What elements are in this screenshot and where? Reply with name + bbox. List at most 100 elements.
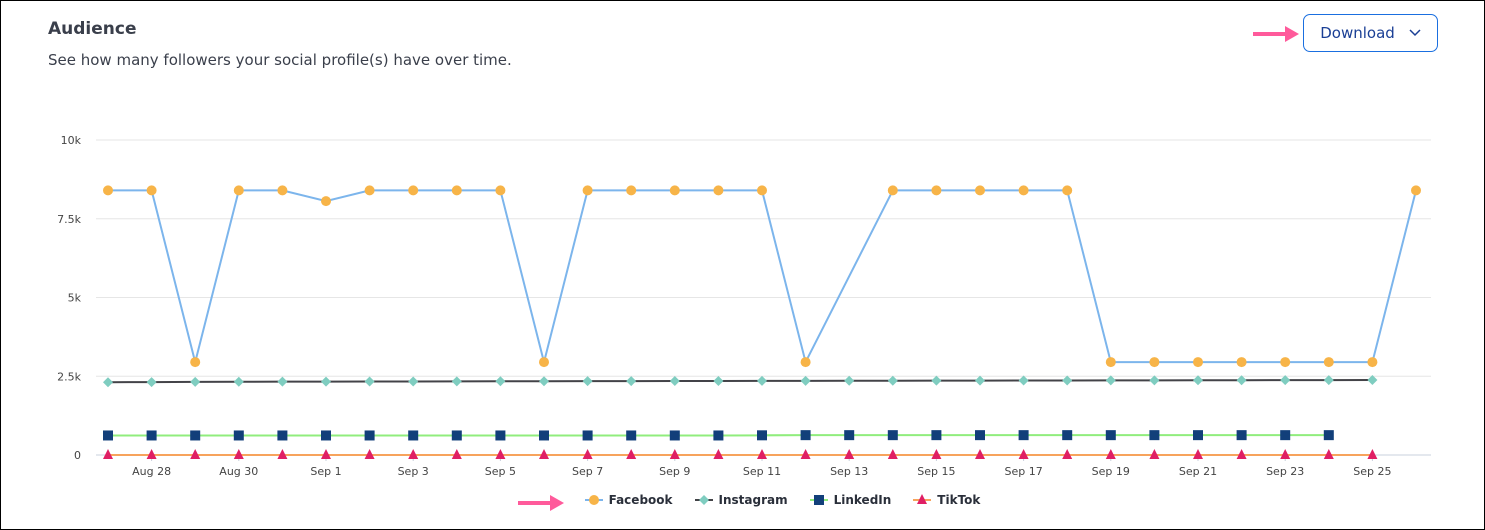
linkedin-point — [364, 430, 375, 441]
tiktok-point — [1018, 449, 1029, 459]
instagram-point — [931, 375, 942, 386]
page-title: Audience — [48, 19, 137, 39]
x-tick-label: Sep 11 — [743, 465, 781, 478]
instagram-point — [233, 376, 244, 387]
linkedin-point — [757, 430, 767, 441]
facebook-point — [931, 185, 942, 196]
tiktok-point — [887, 449, 898, 459]
tiktok-series — [103, 449, 1378, 459]
linkedin-point — [1323, 430, 1334, 441]
facebook-point — [1018, 185, 1029, 196]
tiktok-point — [757, 449, 767, 459]
facebook-point — [1236, 357, 1247, 368]
y-tick-label: 10k — [61, 134, 82, 147]
legend-item-instagram[interactable]: Instagram — [694, 493, 788, 507]
linkedin-point — [495, 430, 506, 441]
instagram-point — [190, 376, 201, 387]
triangle-marker-icon — [913, 494, 932, 504]
legend-item-facebook[interactable]: Facebook — [584, 493, 673, 507]
tiktok-point — [800, 449, 811, 459]
facebook-point — [582, 185, 593, 196]
legend-marker — [813, 495, 824, 505]
instagram-point — [800, 375, 811, 386]
facebook-point — [1149, 357, 1160, 368]
x-tick-label: Sep 21 — [1179, 465, 1217, 478]
linkedin-point — [887, 430, 898, 441]
instagram-point — [1280, 375, 1291, 386]
facebook-point — [1193, 357, 1203, 368]
linkedin-point — [1236, 430, 1247, 441]
facebook-series — [103, 185, 1421, 368]
download-button[interactable]: Download — [1303, 14, 1438, 52]
instagram-point — [626, 376, 637, 387]
legend-item-linkedin[interactable]: LinkedIn — [809, 493, 891, 507]
legend-item-tiktok[interactable]: TikTok — [913, 493, 980, 507]
facebook-point — [103, 185, 113, 196]
annotation-arrow-icon — [518, 495, 564, 511]
legend-marker — [588, 495, 599, 505]
instagram-point — [1367, 375, 1378, 386]
x-tick-label: Sep 1 — [310, 465, 341, 478]
y-tick-label: 7.5k — [57, 213, 81, 226]
facebook-point — [364, 185, 375, 196]
facebook-point — [713, 185, 724, 196]
linkedin-point — [800, 430, 811, 441]
tiktok-point — [1193, 449, 1203, 459]
facebook-point — [1105, 357, 1116, 368]
facebook-point — [146, 185, 157, 196]
tiktok-point — [844, 449, 855, 459]
tiktok-point — [1105, 449, 1116, 459]
linkedin-point — [408, 430, 419, 441]
tiktok-point — [364, 449, 375, 459]
linkedin-series — [103, 430, 1334, 441]
instagram-point — [1062, 375, 1073, 386]
instagram-point — [451, 376, 462, 387]
tiktok-point — [321, 449, 331, 459]
x-tick-label: Sep 5 — [485, 465, 516, 478]
linkedin-point — [451, 430, 462, 441]
linkedin-point — [321, 430, 331, 441]
tiktok-point — [103, 449, 113, 459]
facebook-point — [1411, 185, 1421, 196]
linkedin-point — [844, 430, 855, 441]
instagram-line — [107, 379, 1373, 384]
linkedin-point — [1280, 430, 1291, 441]
facebook-point — [975, 185, 985, 196]
x-tick-label: Sep 25 — [1353, 465, 1391, 478]
x-tick-label: Sep 17 — [1004, 465, 1042, 478]
facebook-point — [1062, 185, 1073, 196]
facebook-point — [1280, 357, 1291, 368]
legend-marker — [698, 495, 709, 505]
download-label: Download — [1320, 24, 1395, 42]
x-tick-label: Aug 30 — [219, 465, 258, 478]
tiktok-point — [146, 449, 157, 459]
facebook-point — [1367, 357, 1378, 368]
tiktok-point — [626, 449, 637, 459]
linkedin-point — [669, 430, 680, 441]
legend-label: Instagram — [718, 493, 788, 507]
linkedin-point — [1105, 430, 1116, 441]
linkedin-point — [190, 430, 201, 441]
linkedin-point — [1193, 430, 1203, 441]
instagram-point — [975, 375, 985, 386]
instagram-point — [757, 375, 767, 386]
instagram-point — [277, 376, 288, 387]
audience-chart: 0 2.5k 5k 7.5k 10k Aug 28 Aug 30 Sep 1 Sep 3 Sep … — [57, 134, 1431, 478]
tiktok-point — [451, 449, 462, 459]
linkedin-point — [626, 430, 637, 441]
x-tick-label: Sep 13 — [830, 465, 868, 478]
facebook-point — [451, 185, 462, 196]
instagram-point — [1193, 375, 1203, 386]
linkedin-point — [713, 430, 724, 441]
facebook-point — [190, 357, 201, 368]
legend: Facebook Instagram LinkedIn TikTok — [1, 493, 1485, 507]
instagram-point — [844, 375, 855, 386]
circle-marker-icon — [584, 495, 603, 505]
tiktok-point — [582, 449, 593, 459]
tiktok-point — [495, 449, 506, 459]
instagram-point — [1323, 375, 1334, 386]
x-tick-label: Sep 19 — [1092, 465, 1130, 478]
facebook-point — [800, 357, 811, 368]
linkedin-point — [277, 430, 288, 441]
